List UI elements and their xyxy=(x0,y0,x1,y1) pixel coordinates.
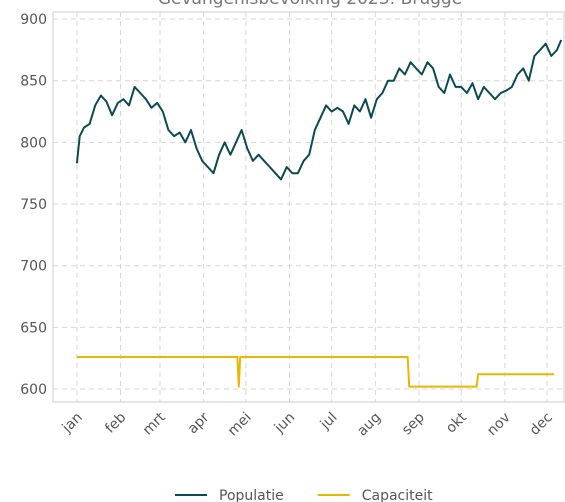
plot-frame xyxy=(52,11,565,403)
x-tick-label: dec xyxy=(527,410,556,439)
legend-label: Capaciteit xyxy=(362,488,433,502)
x-tick-label: nov xyxy=(484,410,514,440)
y-tick-label: 650 xyxy=(20,320,47,336)
y-tick-label: 850 xyxy=(20,74,47,90)
y-tick-label: 600 xyxy=(20,382,47,398)
y-tick-label: 700 xyxy=(20,259,47,275)
x-tick-label: jul xyxy=(317,410,341,434)
x-tick-label: mei xyxy=(225,410,255,440)
x-tick-label: feb xyxy=(102,409,129,436)
x-tick-label: aug xyxy=(354,410,384,440)
y-tick-label: 800 xyxy=(20,135,47,151)
x-tick-label: mrt xyxy=(140,409,169,438)
y-tick-label: 750 xyxy=(20,197,47,213)
x-tick-label: okt xyxy=(443,409,470,436)
x-tick-label: sep xyxy=(399,409,428,438)
x-tick-label: jun xyxy=(271,410,298,437)
series-line xyxy=(75,39,563,181)
series-line xyxy=(76,356,555,388)
x-tick-label: jan xyxy=(59,410,86,437)
y-tick-label: 900 xyxy=(20,12,47,28)
chart-title: Gevangenisbevolking 2023: Brugge xyxy=(158,0,462,9)
x-tick-label: apr xyxy=(185,409,213,437)
legend-label: Populatie xyxy=(219,488,284,502)
